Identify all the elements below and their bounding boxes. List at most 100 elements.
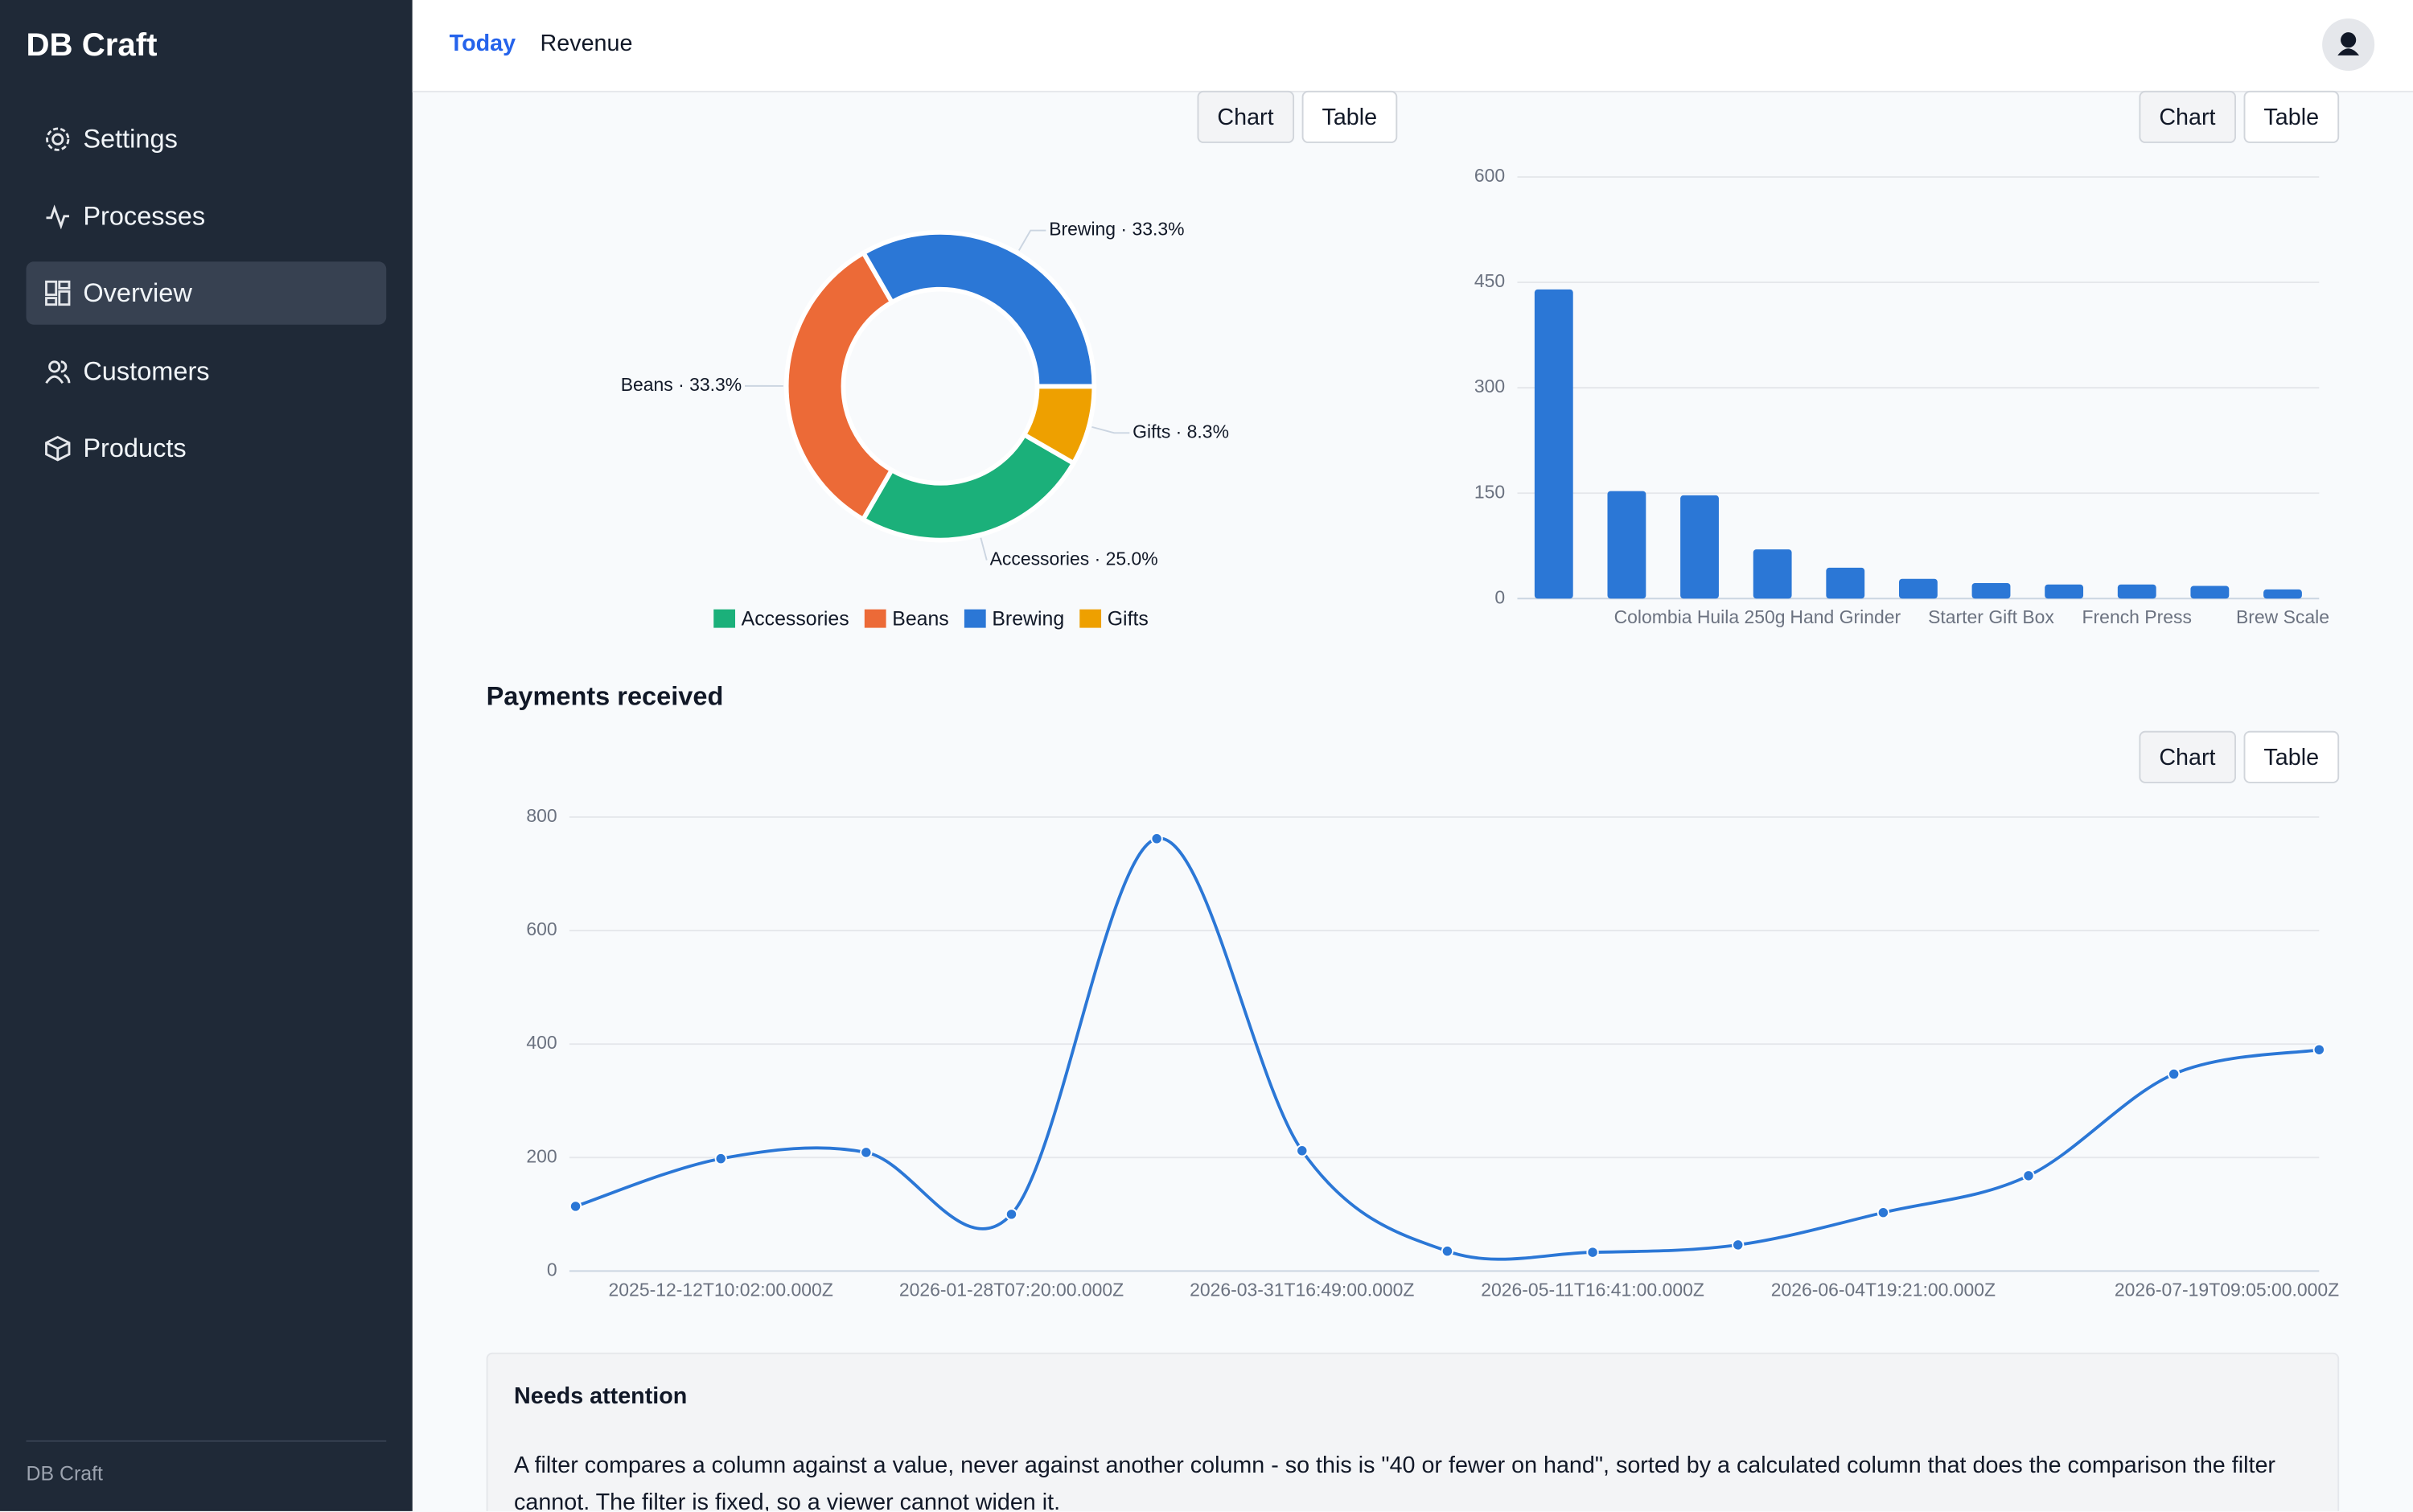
- x-tick-label: Hand Grinder: [1790, 606, 1901, 627]
- legend-label: Brewing: [992, 608, 1064, 631]
- pie-slice: [860, 431, 1077, 543]
- slice-label: Gifts · 8.3%: [1133, 421, 1229, 442]
- point: [1296, 1144, 1309, 1157]
- nav-label: Overview: [83, 279, 192, 309]
- point: [860, 1146, 873, 1159]
- y-tick-label: 400: [526, 1032, 557, 1053]
- legend-swatch: [1079, 609, 1102, 628]
- avatar[interactable]: [2322, 18, 2375, 72]
- line: [574, 836, 2320, 1261]
- legend-swatch: [864, 609, 886, 628]
- point: [2168, 1067, 2181, 1081]
- x-tick-label: 2025-12-12T10:02:00.000Z: [609, 1279, 833, 1300]
- x-tick-label: Starter Gift Box: [1928, 606, 2054, 627]
- point: [1877, 1206, 1890, 1219]
- slice-label: Beans · 33.3%: [621, 374, 742, 395]
- topbar: Today Revenue: [412, 0, 2413, 92]
- legend-label: Gifts: [1108, 608, 1149, 631]
- legend-label: Accessories: [742, 608, 849, 631]
- bar: [1680, 495, 1719, 599]
- nav-icon: [46, 127, 70, 151]
- bar: [1898, 578, 1938, 599]
- nav-item[interactable]: Settings: [27, 108, 387, 171]
- y-tick-label: 800: [526, 805, 557, 826]
- nav-icon: [45, 360, 71, 384]
- avatar-icon: [2337, 32, 2360, 55]
- y-tick-label: 0: [1494, 586, 1505, 607]
- bar: [2045, 584, 2084, 599]
- view-button[interactable]: Table: [1301, 90, 1397, 143]
- nav-icon: [46, 204, 69, 230]
- nav-label: Products: [83, 433, 187, 463]
- x-tick-label: 2026-06-04T19:21:00.000Z: [1771, 1279, 1996, 1300]
- nav-item[interactable]: Products: [27, 417, 387, 479]
- view-button[interactable]: Chart: [2139, 90, 2236, 143]
- nav-label: Processes: [83, 201, 206, 232]
- bar: [1534, 289, 1573, 599]
- bar: [2263, 589, 2302, 599]
- leader-line: [980, 537, 988, 561]
- bar: [1607, 491, 1646, 599]
- x-tick-label: 2026-03-31T16:49:00.000Z: [1190, 1279, 1414, 1300]
- y-tick-label: 600: [1474, 165, 1505, 186]
- legend-label: Beans: [892, 608, 949, 631]
- view-button[interactable]: Table: [2243, 90, 2339, 143]
- sidebar: DB Craft DB Craft Settings Processes Overv…: [0, 0, 413, 1511]
- y-tick-label: 200: [526, 1145, 557, 1166]
- legend-swatch: [964, 609, 986, 628]
- section-title: Payments received: [486, 681, 724, 711]
- nav-icon: [45, 435, 71, 462]
- view-button[interactable]: Chart: [2139, 730, 2236, 783]
- leader-line: [1018, 229, 1046, 251]
- legend-swatch: [713, 609, 736, 628]
- view-button[interactable]: Chart: [1197, 90, 1294, 143]
- nav-icon: [45, 281, 71, 306]
- point: [1732, 1239, 1745, 1251]
- bar: [1826, 567, 1865, 599]
- bar: [1753, 549, 1792, 599]
- view-button[interactable]: Table: [2243, 730, 2339, 783]
- y-tick-label: 300: [1474, 376, 1505, 396]
- slice-label: Accessories · 25.0%: [990, 549, 1158, 569]
- bar: [1971, 583, 2011, 599]
- x-tick-label: 2026-01-28T07:20:00.000Z: [899, 1279, 1124, 1300]
- y-tick-label: 150: [1474, 481, 1505, 502]
- bar: [2190, 585, 2230, 599]
- point: [2022, 1169, 2035, 1182]
- point: [1441, 1245, 1454, 1258]
- nav-label: Settings: [83, 124, 178, 154]
- nav-item[interactable]: Processes: [27, 185, 387, 248]
- tab[interactable]: Today: [449, 31, 516, 57]
- x-tick-label: French Press: [2082, 606, 2192, 627]
- slice-label: Brewing · 33.3%: [1049, 219, 1184, 240]
- pie-slice: [1021, 384, 1097, 466]
- pie-slice: [860, 230, 1097, 389]
- brand: DB Craft: [26, 27, 158, 64]
- sidebar-footer: DB Craft: [26, 1440, 387, 1485]
- y-tick-label: 450: [1474, 270, 1505, 291]
- point: [569, 1200, 582, 1213]
- y-tick-label: 0: [547, 1259, 557, 1280]
- notice: Needs attention A filter compares a colum…: [486, 1352, 2340, 1511]
- notice-text: A filter compares a column against a val…: [514, 1452, 2275, 1511]
- leader-line: [1091, 425, 1130, 434]
- point: [714, 1152, 727, 1165]
- x-tick-label: Brew Scale: [2236, 606, 2329, 627]
- x-tick-label: 2026-05-11T16:41:00.000Z: [1481, 1279, 1704, 1300]
- y-tick-label: 600: [526, 918, 557, 939]
- point: [2312, 1043, 2325, 1056]
- x-tick-label: Colombia Huila 250g: [1614, 606, 1786, 627]
- tab[interactable]: Revenue: [540, 31, 633, 57]
- pie-slice: [783, 249, 895, 523]
- point: [1586, 1246, 1599, 1259]
- notice-title: Needs attention: [514, 1383, 688, 1410]
- nav-item[interactable]: Customers: [27, 339, 387, 402]
- nav-item[interactable]: Overview: [26, 262, 387, 326]
- charts: Accessories · 25.0% Beans · 33.3% Brewing …: [526, 165, 2339, 1300]
- x-tick-label: 2026-07-19T09:05:00.000Z: [2115, 1279, 2339, 1300]
- nav-label: Customers: [83, 356, 210, 386]
- point: [1150, 832, 1163, 845]
- point: [1005, 1208, 1018, 1221]
